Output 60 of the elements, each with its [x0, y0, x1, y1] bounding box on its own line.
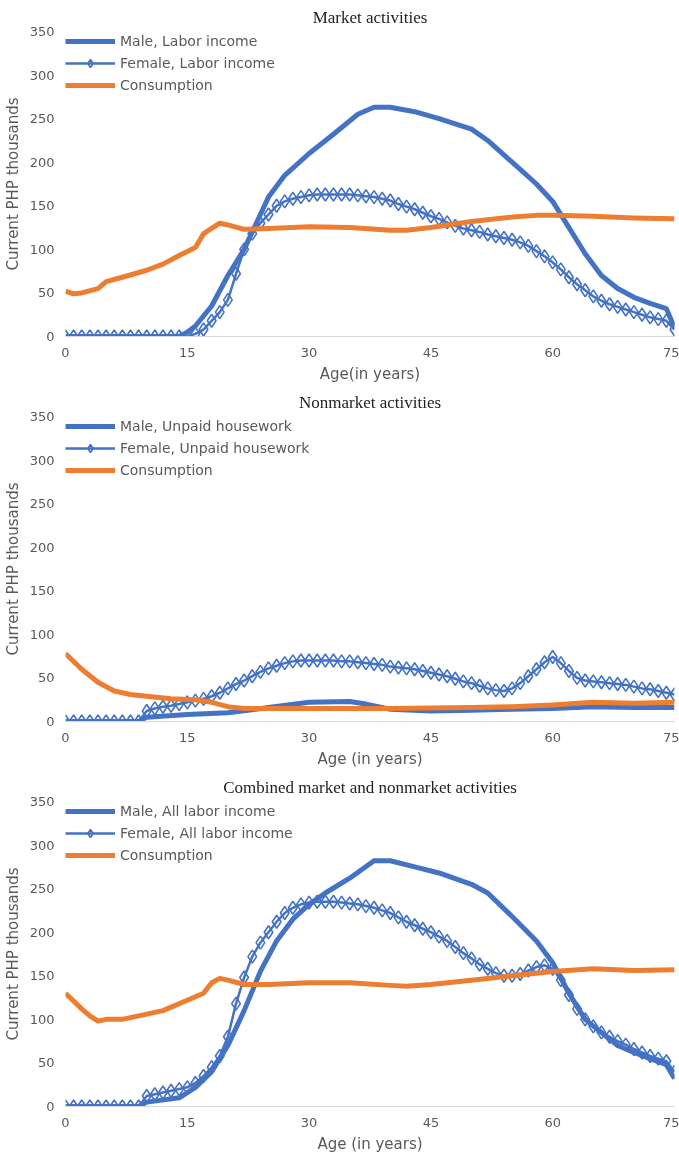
- y-tick-label: 300: [29, 452, 55, 468]
- legend-label: Male, All labor income: [120, 803, 276, 819]
- y-tick-label: 200: [29, 924, 55, 940]
- chart-title: Combined market and nonmarket activities: [223, 777, 517, 797]
- legend-label: Consumption: [120, 77, 213, 93]
- y-tick-label: 350: [29, 409, 55, 424]
- y-axis-title: Current PHP thousands: [3, 867, 22, 1041]
- y-tick-label: 50: [37, 1055, 55, 1071]
- y-tick-label: 250: [29, 111, 55, 127]
- x-tick-label: 60: [544, 344, 561, 360]
- y-tick-label: 150: [29, 198, 55, 214]
- x-tick-label: 0: [61, 729, 70, 745]
- x-tick-label: 75: [662, 1114, 679, 1130]
- x-tick-label: 75: [662, 729, 679, 745]
- legend-label: Consumption: [120, 462, 213, 478]
- y-tick-label: 0: [46, 714, 55, 729]
- legend-label: Consumption: [120, 847, 213, 863]
- y-tick-label: 300: [29, 837, 55, 853]
- legend-label: Male, Labor income: [120, 33, 258, 49]
- y-tick-label: 150: [29, 583, 55, 599]
- x-axis-title: Age (in years): [317, 1134, 423, 1153]
- x-tick-label: 30: [300, 729, 318, 745]
- y-axis-title: Current PHP thousands: [3, 482, 22, 656]
- y-tick-label: 50: [37, 670, 55, 686]
- y-tick-label: 150: [29, 968, 55, 984]
- y-tick-label: 0: [46, 329, 55, 344]
- y-tick-label: 0: [46, 1099, 55, 1114]
- y-axis-title: Current PHP thousands: [3, 97, 22, 271]
- y-tick-label: 250: [29, 496, 55, 512]
- y-tick-label: 350: [29, 24, 55, 39]
- y-tick-label: 100: [29, 626, 55, 642]
- x-axis-title: Age (in years): [317, 749, 423, 768]
- y-tick-label: 200: [29, 539, 55, 555]
- legend-label: Female, All labor income: [120, 825, 293, 841]
- legend-label: Female, Labor income: [120, 55, 275, 71]
- x-tick-label: 60: [544, 1114, 561, 1130]
- legend-label: Female, Unpaid housework: [120, 440, 310, 456]
- y-tick-label: 100: [29, 1011, 55, 1027]
- legend-label: Male, Unpaid housework: [120, 418, 292, 434]
- y-tick-label: 350: [29, 794, 55, 809]
- x-tick-label: 0: [61, 1114, 70, 1130]
- x-tick-label: 45: [422, 1114, 440, 1130]
- x-tick-label: 30: [300, 344, 318, 360]
- y-tick-label: 50: [37, 285, 55, 301]
- chart-title: Nonmarket activities: [298, 392, 442, 412]
- chart-title: Market activities: [312, 7, 428, 27]
- y-tick-label: 300: [29, 67, 55, 83]
- x-tick-label: 60: [544, 729, 561, 745]
- y-tick-label: 200: [29, 154, 55, 170]
- y-tick-label: 100: [29, 241, 55, 257]
- x-tick-label: 15: [179, 344, 196, 360]
- x-tick-label: 15: [179, 729, 196, 745]
- x-tick-label: 30: [300, 1114, 318, 1130]
- x-tick-label: 45: [422, 344, 440, 360]
- x-axis-title: Age(in years): [319, 364, 421, 383]
- x-tick-label: 0: [61, 344, 70, 360]
- x-tick-label: 15: [179, 1114, 196, 1130]
- x-tick-label: 75: [662, 344, 679, 360]
- y-tick-label: 250: [29, 881, 55, 897]
- x-tick-label: 45: [422, 729, 440, 745]
